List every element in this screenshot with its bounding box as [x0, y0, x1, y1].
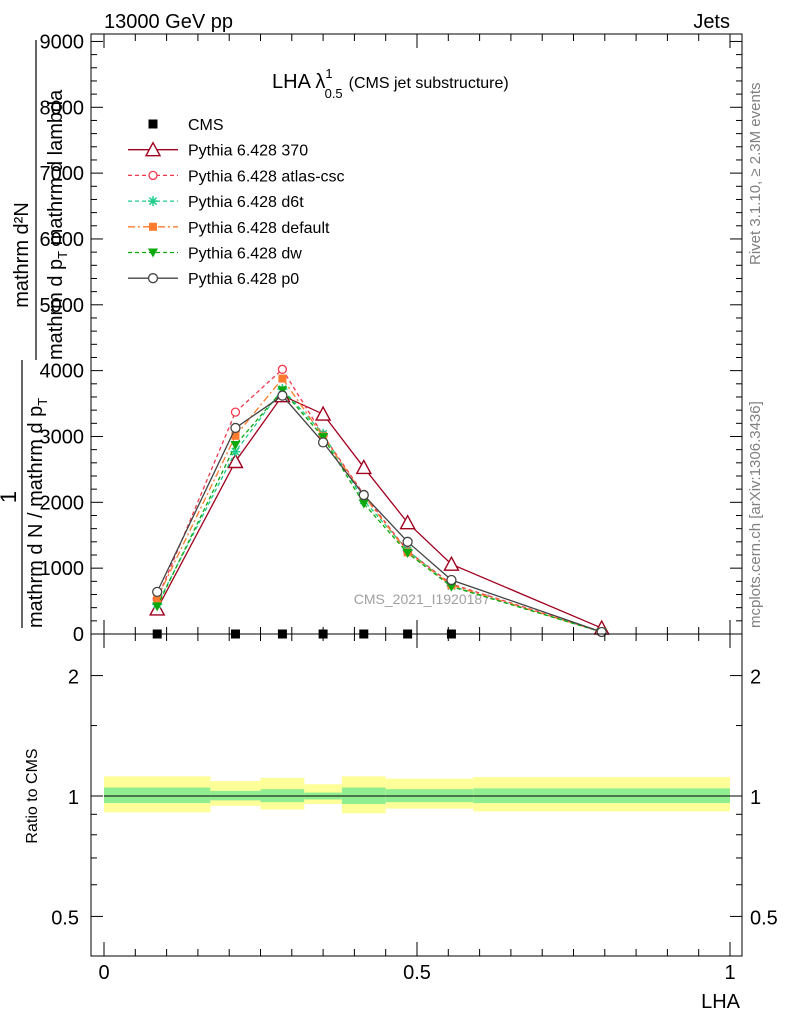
- y-tick-label: 5000: [40, 295, 85, 317]
- dw-marker: [358, 499, 369, 509]
- ratio-y-tick-label-right: 0.5: [750, 907, 778, 929]
- p370-marker: [443, 555, 460, 571]
- y-tick-label: 0: [73, 624, 84, 646]
- series-line: [156, 377, 602, 633]
- rivet-label: Rivet 3.1.10, ≥ 2.3M events: [747, 83, 764, 266]
- ratio-y-tick-label: 1: [68, 787, 79, 809]
- ratio-y-tick-label-right: 2: [750, 667, 761, 689]
- legend: CMS Pythia 6.428 370 Pythia 6.428 atlas-cs…: [128, 117, 345, 288]
- y-tick-label: 1000: [40, 558, 85, 580]
- legend-label: Pythia 6.428 d6t: [188, 194, 304, 211]
- ratio-y-axis: 0.5 0.5 1 1 2 2: [51, 667, 778, 930]
- main-y-axis: 0 1000 2000 3000 4000 5000 6000 7000 8000 9000: [40, 31, 742, 646]
- xlabel: LHA: [701, 991, 741, 1013]
- default-marker: [278, 374, 287, 383]
- main-ylabel: 1 mathrm d N / mathrm d pT mathrm d²N ma…: [0, 40, 70, 628]
- ratio-y-tick-label: 2: [68, 667, 79, 689]
- legend-item-cms: CMS: [148, 117, 224, 134]
- series-line: [156, 368, 602, 633]
- ratio-band-inner: [104, 787, 211, 804]
- dw-marker: [148, 248, 158, 258]
- p370-marker: [399, 514, 416, 530]
- p0-marker: [147, 273, 159, 284]
- atlas-csc-marker: [148, 170, 158, 181]
- legend-item-atlas-csc: Pythia 6.428 atlas-csc: [128, 168, 345, 185]
- y-tick-label: 9000: [40, 31, 85, 53]
- default-marker: [231, 431, 240, 440]
- p0-marker: [230, 422, 241, 434]
- d6t-marker: [230, 446, 241, 457]
- y-tick-label: 4000: [40, 361, 85, 383]
- legend-label: Pythia 6.428 p0: [188, 271, 299, 288]
- ratio-x-axis: 0 0.5 1: [98, 634, 736, 984]
- dw-marker: [402, 549, 413, 559]
- mcplots-label: mcplots.cern.ch [arXiv:1306.3436]: [747, 401, 764, 628]
- p0-marker: [317, 437, 329, 448]
- default-marker: [153, 594, 162, 603]
- cms-marker: [148, 119, 158, 129]
- legend-label: Pythia 6.428 default: [188, 220, 330, 237]
- series-line: [156, 394, 602, 633]
- p370-marker: [144, 141, 162, 157]
- dw-marker: [446, 582, 457, 592]
- p370-marker: [355, 458, 372, 475]
- x-tick-label: 1: [724, 962, 735, 984]
- atlas-csc-marker: [277, 364, 288, 374]
- legend-label: CMS: [188, 117, 224, 134]
- legend-item-p0: Pythia 6.428 p0: [128, 271, 299, 288]
- header-collision-label: 13000 GeV pp: [104, 11, 233, 33]
- y-tick-label: 8000: [40, 97, 85, 119]
- p0-marker: [402, 536, 413, 547]
- plot-title: LHA λ1 0.5(CMS jet substructure): [272, 66, 509, 101]
- legend-item-default: Pythia 6.428 default: [128, 220, 330, 237]
- p0-marker: [277, 390, 288, 401]
- y-tick-label: 2000: [40, 492, 85, 514]
- ylabel-denominator: mathrm d pT mathrm d lambda: [45, 89, 70, 360]
- ylabel-prefix-one: 1: [0, 491, 21, 503]
- dw-marker: [230, 441, 241, 451]
- analysis-watermark: CMS_2021_I1920187: [354, 591, 490, 607]
- y-tick-label: 3000: [40, 426, 85, 448]
- x-tick-label: 0.5: [403, 962, 431, 984]
- legend-label: Pythia 6.428 atlas-csc: [188, 168, 345, 185]
- legend-item-d6t: Pythia 6.428 d6t: [128, 194, 304, 211]
- ratio-ylabel: Ratio to CMS: [24, 748, 41, 843]
- y-tick-label: 6000: [40, 229, 85, 251]
- series-line: [156, 389, 602, 633]
- y-tick-label: 7000: [40, 163, 85, 185]
- p370-marker: [314, 405, 332, 421]
- series-line: [156, 394, 602, 629]
- p370-marker: [227, 453, 244, 469]
- ylabel-prefix-den: mathrm d N / mathrm d pT: [25, 398, 50, 628]
- ratio-bands: [104, 776, 730, 814]
- ratio-y-tick-label-right: 1: [750, 787, 761, 809]
- series-line: [156, 388, 602, 633]
- p0-marker: [358, 489, 369, 501]
- legend-label: Pythia 6.428 370: [188, 143, 308, 160]
- x-tick-label: 0: [98, 962, 109, 984]
- header-process-label: Jets: [693, 11, 730, 33]
- ylabel-numerator: mathrm d²N: [11, 202, 33, 308]
- dw-marker: [152, 602, 163, 612]
- legend-label: Pythia 6.428 dw: [188, 246, 302, 263]
- series-layer: [149, 364, 610, 639]
- legend-item-p370: Pythia 6.428 370: [128, 141, 308, 160]
- legend-item-dw: Pythia 6.428 dw: [128, 246, 302, 263]
- ratio-y-tick-label: 0.5: [51, 907, 79, 929]
- p0-marker: [152, 586, 163, 598]
- d6t-marker: [148, 196, 158, 207]
- p0-marker: [446, 574, 457, 586]
- default-marker: [149, 222, 157, 231]
- atlas-csc-marker: [230, 407, 241, 417]
